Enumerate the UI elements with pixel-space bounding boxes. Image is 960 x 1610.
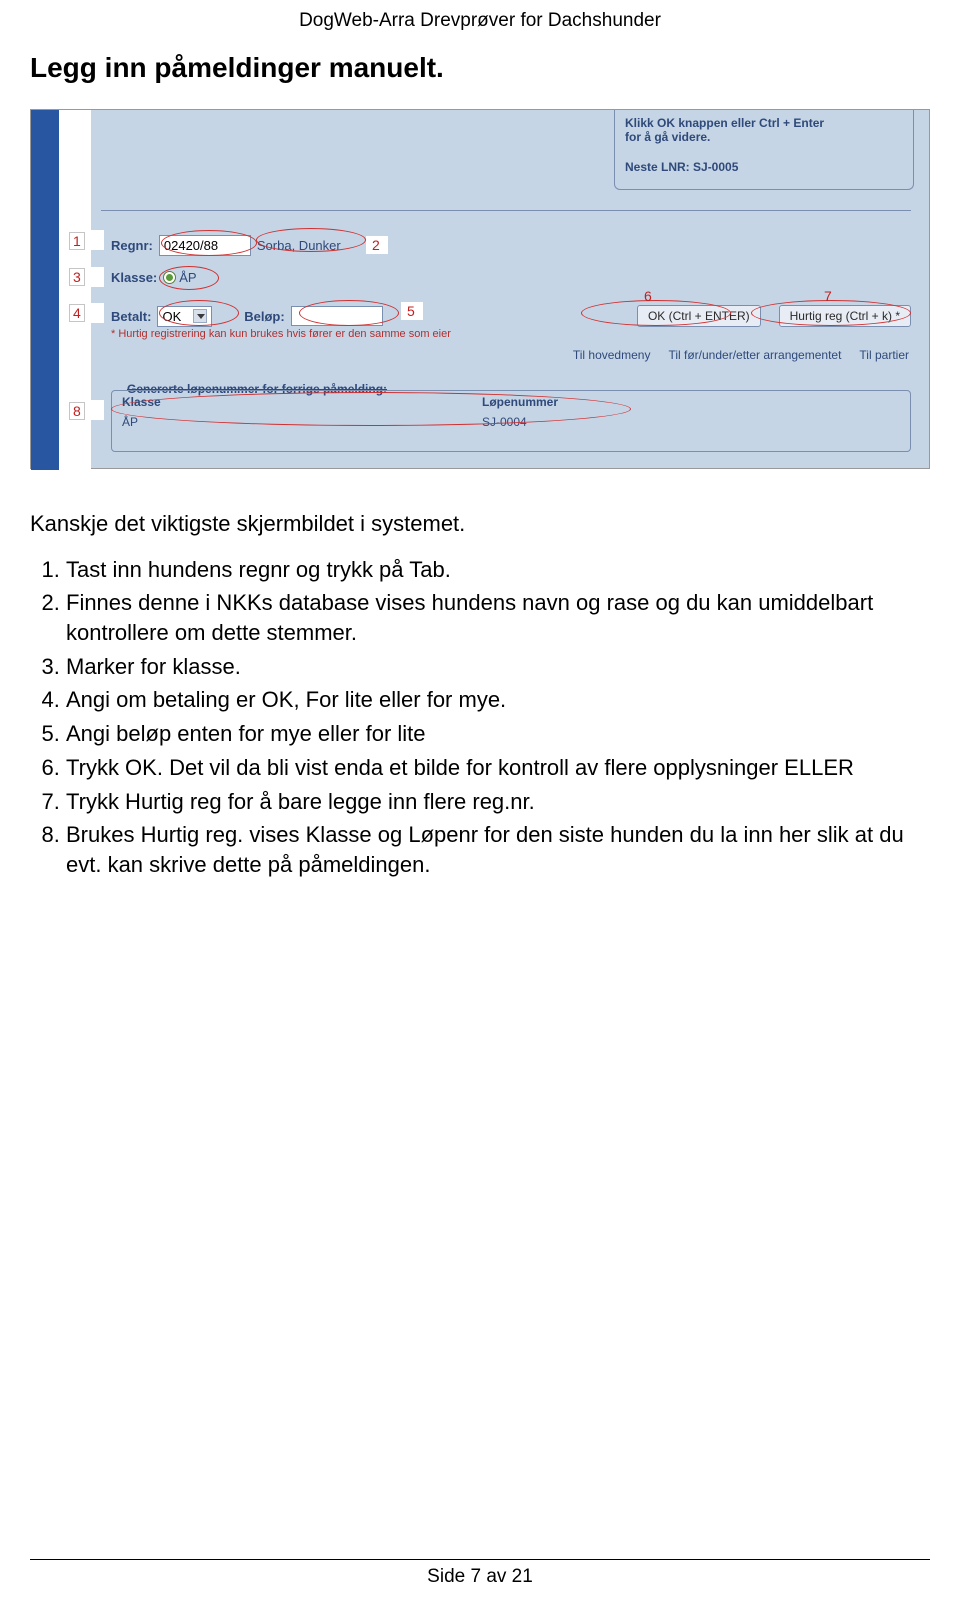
app-screenshot: Klikk OK knappen eller Ctrl + Enter for … bbox=[30, 109, 930, 469]
footnote: * Hurtig registrering kan kun brukes hvi… bbox=[111, 328, 451, 340]
label-belop: Beløp: bbox=[244, 309, 284, 324]
tag-4: 4 bbox=[69, 304, 85, 322]
row-klasse: Klasse: ÅP bbox=[111, 270, 197, 285]
radio-ap[interactable]: ÅP bbox=[163, 270, 196, 285]
instruction-list: Tast inn hundens regnr og trykk på Tab. … bbox=[66, 555, 930, 880]
hurtig-reg-button[interactable]: Hurtig reg (Ctrl + k) * bbox=[779, 305, 911, 327]
tag-5: 5 bbox=[404, 303, 418, 319]
divider bbox=[101, 210, 911, 211]
select-value: OK bbox=[162, 309, 181, 324]
list-item: Angi beløp enten for mye eller for lite bbox=[66, 719, 930, 749]
select-betalt[interactable]: OK bbox=[157, 306, 212, 327]
radio-label: ÅP bbox=[179, 270, 196, 285]
tag-2: 2 bbox=[369, 237, 383, 253]
page-title: Legg inn påmeldinger manuelt. bbox=[30, 52, 960, 84]
link-partier[interactable]: Til partier bbox=[859, 348, 909, 362]
label-betalt: Betalt: bbox=[111, 309, 151, 324]
generated-box: Klasse Løpenummer ÅP SJ-0004 bbox=[111, 390, 911, 452]
link-row: Til hovedmeny Til før/under/etter arrang… bbox=[573, 348, 909, 362]
input-regnr[interactable]: 02420/88 bbox=[159, 235, 251, 256]
label-klasse: Klasse: bbox=[111, 270, 157, 285]
body-text: Kanskje det viktigste skjermbildet i sys… bbox=[30, 509, 930, 880]
footer-divider bbox=[30, 1559, 930, 1560]
list-item: Finnes denne i NKKs database vises hunde… bbox=[66, 588, 930, 647]
gen-val-klasse: ÅP bbox=[122, 415, 482, 429]
link-hovedmeny[interactable]: Til hovedmeny bbox=[573, 348, 651, 362]
list-item: Trykk OK. Det vil da bli vist enda et bi… bbox=[66, 753, 930, 783]
input-belop[interactable] bbox=[291, 306, 383, 326]
page-number: Side 7 av 21 bbox=[0, 1566, 960, 1588]
info-box: Klikk OK knappen eller Ctrl + Enter for … bbox=[614, 110, 914, 190]
list-item: Tast inn hundens regnr og trykk på Tab. bbox=[66, 555, 930, 585]
gen-col-klasse: Klasse bbox=[122, 395, 482, 409]
tag-1: 1 bbox=[69, 232, 85, 250]
list-item: Marker for klasse. bbox=[66, 652, 930, 682]
gen-val-lopenummer: SJ-0004 bbox=[482, 415, 527, 429]
tag-7: 7 bbox=[821, 288, 835, 304]
tag-8: 8 bbox=[69, 402, 85, 420]
ok-button[interactable]: OK (Ctrl + ENTER) bbox=[637, 305, 761, 327]
row-betalt: Betalt: OK Beløp: OK (Ctrl + ENTER) Hurt… bbox=[111, 305, 911, 327]
label-regnr: Regnr: bbox=[111, 238, 153, 253]
chevron-down-icon bbox=[193, 309, 207, 323]
dog-name: Sorba, Dunker bbox=[257, 238, 341, 253]
list-item: Brukes Hurtig reg. vises Klasse og Løpen… bbox=[66, 820, 930, 879]
info-line2: for å gå videre. bbox=[625, 130, 903, 144]
intro-text: Kanskje det viktigste skjermbildet i sys… bbox=[30, 509, 930, 539]
info-line3: Neste LNR: SJ-0005 bbox=[625, 160, 903, 174]
page-header: DogWeb-Arra Drevprøver for Dachshunder bbox=[0, 0, 960, 32]
info-line1: Klikk OK knappen eller Ctrl + Enter bbox=[625, 116, 903, 130]
list-item: Angi om betaling er OK, For lite eller f… bbox=[66, 685, 930, 715]
tag-6: 6 bbox=[641, 288, 655, 304]
list-item: Trykk Hurtig reg for å bare legge inn fl… bbox=[66, 787, 930, 817]
radio-dot-icon bbox=[163, 271, 176, 284]
gen-col-lopenummer: Løpenummer bbox=[482, 395, 558, 409]
app-sidebar bbox=[31, 110, 59, 470]
link-arrangement[interactable]: Til før/under/etter arrangementet bbox=[668, 348, 841, 362]
tag-3: 3 bbox=[69, 268, 85, 286]
row-regnr: Regnr: 02420/88 Sorba, Dunker bbox=[111, 235, 341, 256]
